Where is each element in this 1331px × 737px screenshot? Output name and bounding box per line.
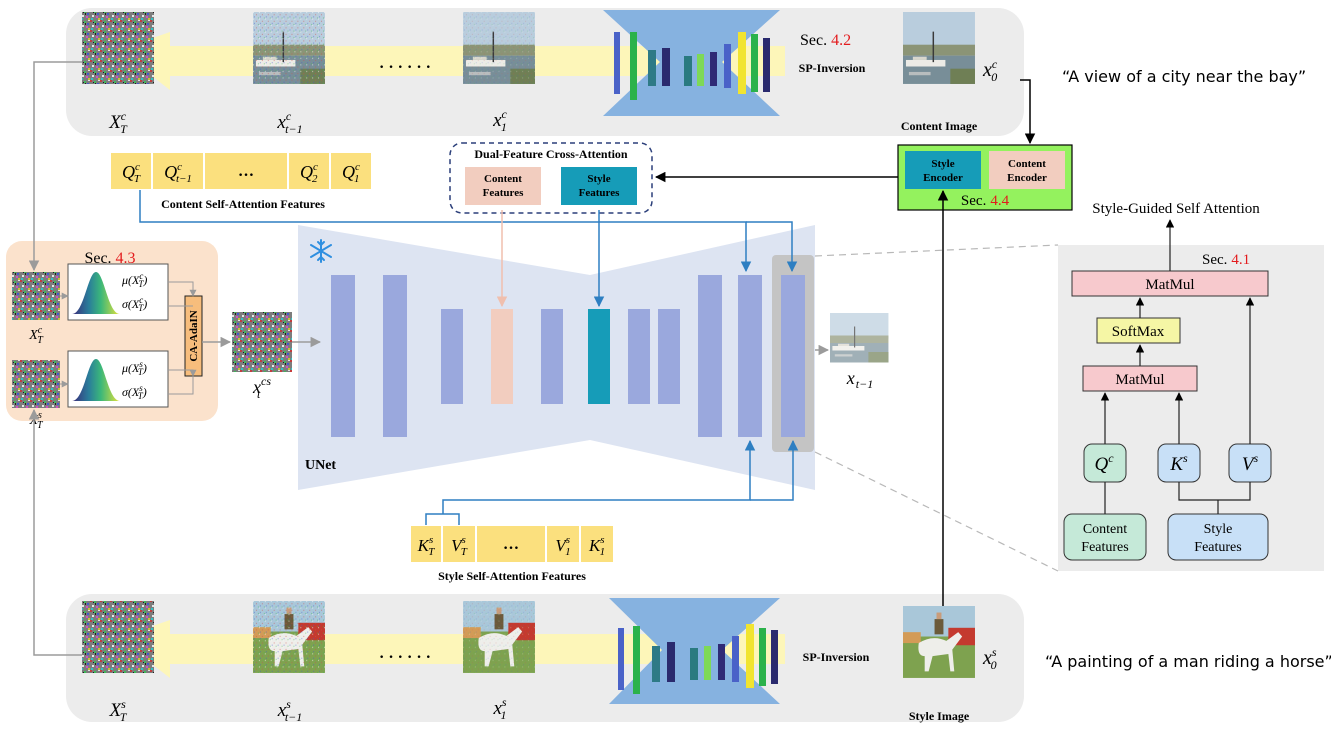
- svg-text:XcT: Xc T: [28, 325, 44, 346]
- style-prompt: “A painting of a man riding a horse”: [1045, 652, 1331, 671]
- content-first-step-label: xc 1: [492, 107, 507, 134]
- svg-text:σ(XcT): σ(Xc T): [122, 295, 147, 313]
- softmax-box: SoftMax: [1112, 324, 1165, 340]
- detail-content-line1: Content: [1083, 522, 1127, 537]
- style-encoder: [905, 151, 981, 189]
- style-step-label: xs t−1: [277, 697, 303, 724]
- style-kv-bar: Ks T Vs T … Vs 1 Ks 1 Style Self-Attention F…: [409, 524, 615, 583]
- svg-text:Vs: Vs: [1242, 451, 1259, 475]
- svg-text:XsT: Xs T: [28, 410, 43, 431]
- content-image-label: Content Image: [901, 119, 978, 133]
- content-unet-bars: [614, 32, 770, 100]
- cross-style-line2: Features: [579, 187, 620, 199]
- style-kv-caption: Style Self-Attention Features: [438, 569, 586, 583]
- adain-style-noise: [12, 360, 60, 408]
- cross-content-line1: Content: [484, 173, 522, 185]
- ca-adain-panel: Sec. 4.3 Xc T Xs T μ(Xc T) σ(Xc T) μ(Xs T) σ(X…: [6, 241, 218, 431]
- content-step-image: [253, 12, 325, 84]
- svg-text:VsT: Vs T: [451, 534, 468, 558]
- matmul-mid: MatMul: [1115, 372, 1164, 388]
- content-prompt: “A view of a city near the bay”: [1062, 67, 1306, 86]
- content-noise-image: [82, 12, 154, 84]
- snowflake-icon: [310, 239, 332, 263]
- content-gaussian: [72, 272, 120, 314]
- unet-style-block: [588, 309, 610, 404]
- style-image: [903, 606, 975, 678]
- svg-text:μ(XcT): μ(Xc T): [121, 271, 147, 289]
- style-encoder-line2: Encoder: [923, 172, 963, 184]
- style-inversion-label: SP-Inversion: [803, 650, 870, 664]
- svg-text:Ks: Ks: [1169, 451, 1188, 475]
- style-gaussian: [72, 359, 120, 401]
- detail-style-line1: Style: [1204, 522, 1233, 537]
- style-first-step-image: [463, 601, 535, 673]
- svg-text:Qc: Qc: [1094, 451, 1114, 475]
- mixed-latent-image: [232, 312, 292, 372]
- style-image-label: Style Image: [909, 709, 970, 723]
- unet-content-block: [491, 309, 513, 404]
- content-queries-caption: Content Self-Attention Features: [161, 197, 325, 211]
- content-section-tag: Sec. 4.2: [800, 32, 851, 49]
- content-noise-label: Xc T: [108, 109, 128, 136]
- ca-adain-label: CA-AdaIN: [188, 310, 200, 361]
- svg-text:…: …: [503, 536, 519, 553]
- cross-attention-title: Dual-Feature Cross-Attention: [474, 147, 628, 161]
- content-encoder-line2: Encoder: [1007, 172, 1047, 184]
- adain-section-tag: Sec. 4.3: [84, 250, 135, 267]
- cross-content-line2: Features: [483, 187, 524, 199]
- content-inversion-panel: Xc T xc t−1 xc 1 · · · · · · SP-Inversion S…: [66, 8, 1024, 136]
- dual-feature-cross-attention: Dual-Feature Cross-Attention Content Fea…: [449, 142, 653, 214]
- svg-text:…: …: [238, 163, 254, 180]
- style-noise-image: [82, 601, 154, 673]
- cross-style-features: [561, 167, 637, 205]
- matmul-top: MatMul: [1145, 277, 1194, 293]
- content-query-bar: Qc T Qc t−1 … Qc 2 Qc 1 Content Self-Attenti…: [109, 151, 373, 211]
- unet-output-image: [830, 313, 889, 363]
- cross-style-line1: Style: [587, 173, 610, 185]
- style-first-step-label: xs 1: [492, 695, 506, 722]
- style-unet-bars: [618, 624, 778, 694]
- encoder-block: Style Encoder Content Encoder Sec. 4.4: [897, 144, 1073, 211]
- content-first-step-image: [463, 12, 535, 84]
- query-cell-t-1: Qc t−1: [164, 161, 192, 185]
- style-x0-label: xs 0: [982, 645, 997, 672]
- connectors: [28, 61, 1059, 656]
- svg-text:μ(XsT): μ(Xs T): [121, 359, 147, 377]
- unet-output-label: xt−1: [846, 368, 873, 391]
- detail-style-line2: Features: [1194, 540, 1241, 555]
- unet-label: UNet: [305, 458, 336, 473]
- content-dots: · · · · · ·: [379, 59, 431, 76]
- attention-detail-panel: Style-Guided Self Attention Sec. 4.1 MatM…: [1058, 201, 1324, 571]
- style-step-image: [253, 601, 325, 673]
- style-encoder-line1: Style: [931, 158, 954, 170]
- unet: UNet: [298, 225, 815, 490]
- content-step-label: xc t−1: [276, 109, 302, 136]
- encoder-section-tag: Sec. 4.4: [961, 193, 1010, 209]
- query-cell-t: Qc T: [122, 161, 141, 185]
- content-encoder: [989, 151, 1065, 189]
- style-noise-label: Xs T: [109, 697, 128, 724]
- svg-text:KsT: Ks T: [417, 534, 436, 558]
- mixed-latent-label: xcs t: [252, 374, 271, 401]
- style-inversion-panel: Xs T xs t−1 xs 1 · · · · · · SP-Inversion S…: [66, 594, 1024, 724]
- detail-content-line2: Features: [1081, 540, 1128, 555]
- svg-text:σ(XsT): σ(Xs T): [122, 383, 147, 401]
- query-cell-2: Qc 2: [300, 161, 318, 185]
- content-image: [903, 12, 975, 84]
- cross-content-features: [465, 167, 541, 205]
- content-encoder-line1: Content: [1008, 158, 1046, 170]
- style-dots: · · · · · ·: [379, 649, 431, 666]
- content-x0-label: xc 0: [982, 57, 998, 84]
- svg-text:Ks1: Ks 1: [588, 534, 605, 558]
- svg-text:Vs1: Vs 1: [555, 534, 570, 558]
- attention-section-tag: Sec. 4.1: [1202, 252, 1250, 268]
- query-cell-1: Qc 1: [342, 161, 360, 185]
- content-inversion-label: SP-Inversion: [799, 61, 866, 75]
- attention-heading: Style-Guided Self Attention: [1092, 201, 1260, 217]
- adain-content-noise: [12, 272, 60, 320]
